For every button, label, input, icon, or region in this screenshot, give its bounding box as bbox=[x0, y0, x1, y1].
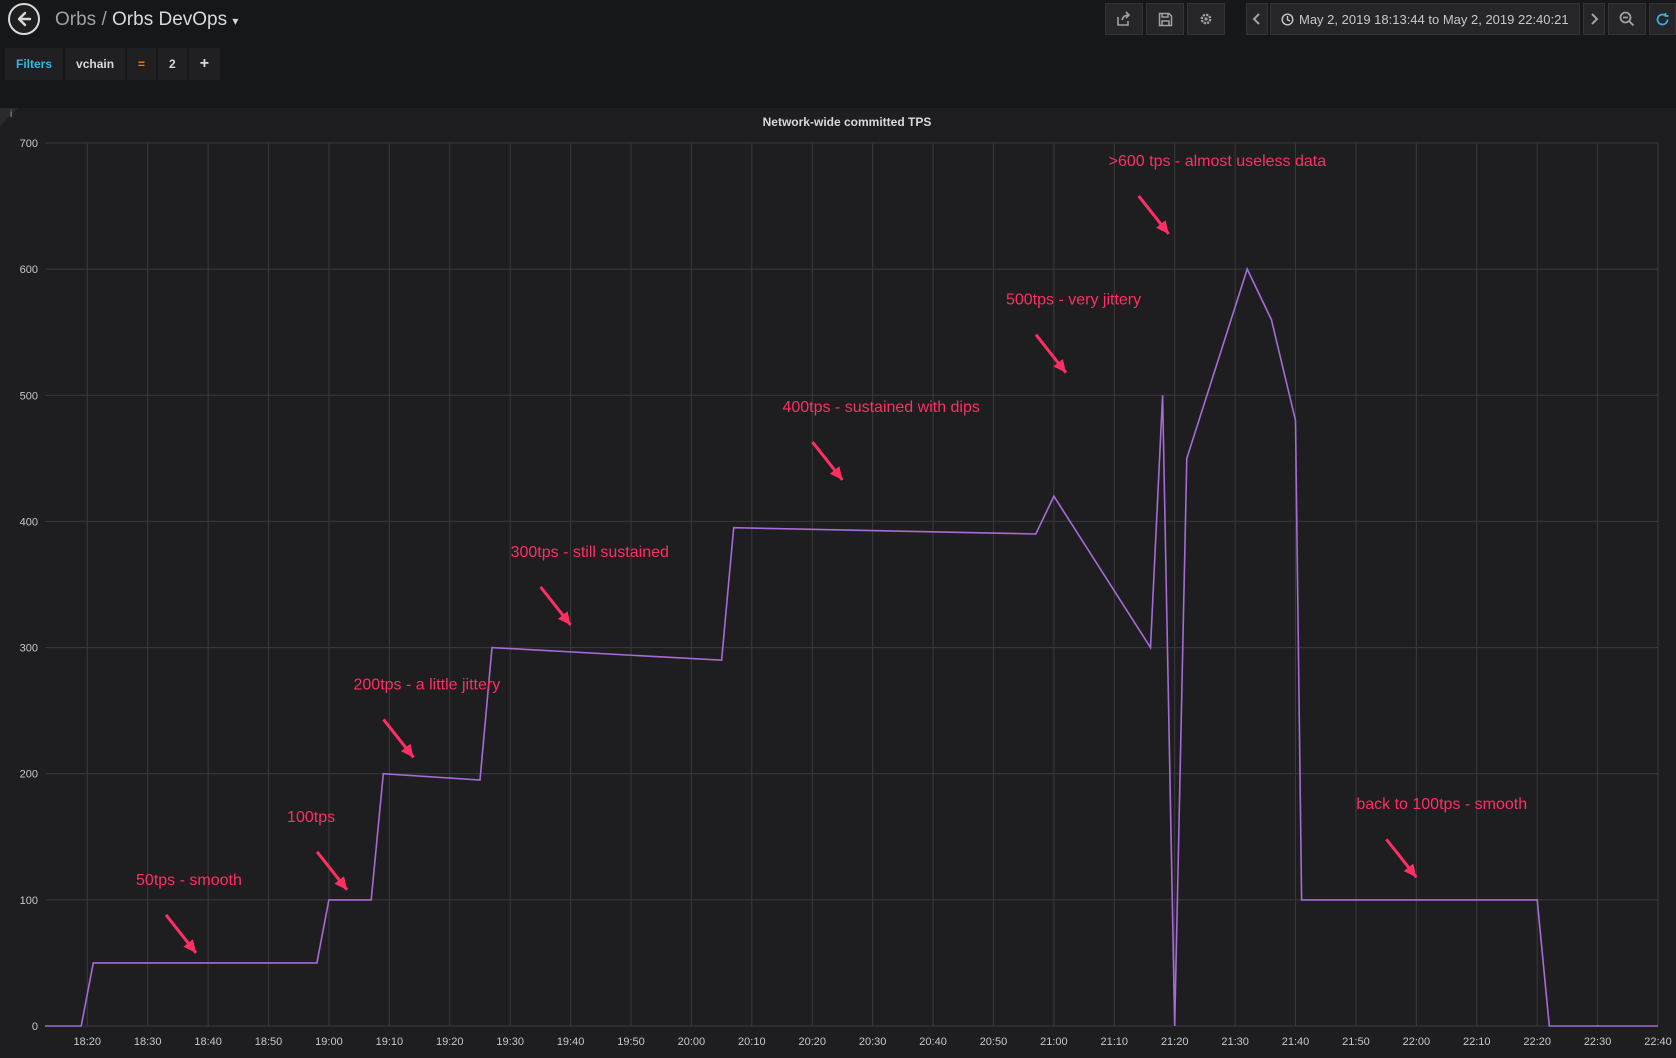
time-forward-button[interactable] bbox=[1583, 3, 1605, 35]
annotation-arrowhead bbox=[557, 611, 571, 625]
y-tick-label: 400 bbox=[20, 516, 38, 528]
gear-icon bbox=[1200, 13, 1212, 25]
x-tick-label: 21:50 bbox=[1342, 1036, 1370, 1048]
annotation-label: 300tps - still sustained bbox=[511, 544, 669, 561]
x-tick-label: 18:50 bbox=[255, 1036, 283, 1048]
annotations: 50tps - smooth 100tps 200tps - a little ji… bbox=[136, 153, 1527, 954]
annotation-arrowhead bbox=[1403, 863, 1417, 878]
clock-icon bbox=[1281, 12, 1294, 26]
x-tick-label: 19:30 bbox=[496, 1036, 524, 1048]
back-button[interactable] bbox=[8, 3, 40, 35]
annotation-label: back to 100tps - smooth bbox=[1356, 796, 1527, 813]
dashboard-title[interactable]: Orbs DevOps bbox=[112, 9, 228, 30]
y-tick-label: 500 bbox=[20, 390, 38, 402]
panel-title: Network-wide committed TPS bbox=[763, 115, 932, 129]
x-tick-label: 18:20 bbox=[74, 1036, 102, 1048]
x-tick-label: 20:20 bbox=[798, 1036, 826, 1048]
annotation-label: >600 tps - almost useless data bbox=[1109, 153, 1327, 170]
x-tick-label: 20:50 bbox=[980, 1036, 1008, 1048]
tps-chart[interactable]: Network-wide committed TPS 0 100 200 300 400… bbox=[0, 108, 1676, 1058]
x-tick-label: 22:40 bbox=[1644, 1036, 1672, 1048]
series-line bbox=[45, 266, 1658, 1027]
x-tick-label: 19:50 bbox=[617, 1036, 645, 1048]
annotation-arrowhead bbox=[400, 743, 414, 758]
filter-value[interactable]: 2 bbox=[158, 48, 187, 80]
add-filter-button[interactable]: + bbox=[188, 48, 221, 80]
settings-button[interactable] bbox=[1187, 3, 1225, 35]
back-arrow-icon bbox=[17, 11, 32, 27]
x-tick-label: 22:00 bbox=[1403, 1036, 1431, 1048]
panel-info-corner[interactable] bbox=[0, 108, 18, 126]
y-tick-label: 700 bbox=[20, 138, 38, 150]
x-tick-label: 21:20 bbox=[1161, 1036, 1189, 1048]
share-button[interactable] bbox=[1105, 3, 1143, 35]
breadcrumb-parent[interactable]: Orbs bbox=[55, 9, 97, 30]
x-tick-label: 19:10 bbox=[376, 1036, 404, 1048]
x-tick-label: 21:30 bbox=[1221, 1036, 1249, 1048]
x-tick-label: 18:30 bbox=[134, 1036, 162, 1048]
x-axis: 18:20 18:30 18:40 18:50 19:00 19:10 19:20 19:30… bbox=[74, 1036, 1672, 1048]
annotation-label: 100tps bbox=[287, 809, 335, 826]
y-tick-label: 300 bbox=[20, 643, 38, 655]
annotation-arrowhead bbox=[829, 466, 843, 480]
refresh-button[interactable] bbox=[1649, 3, 1676, 35]
x-tick-label: 22:10 bbox=[1463, 1036, 1491, 1048]
time-range-picker[interactable]: May 2, 2019 18:13:44 to May 2, 2019 22:4… bbox=[1270, 3, 1580, 35]
x-tick-label: 21:40 bbox=[1282, 1036, 1310, 1048]
x-tick-label: 22:30 bbox=[1584, 1036, 1612, 1048]
y-tick-label: 0 bbox=[32, 1021, 38, 1033]
x-tick-label: 20:30 bbox=[859, 1036, 887, 1048]
dashboard-caret-icon[interactable]: ▾ bbox=[232, 14, 239, 28]
annotation-arrowhead bbox=[1156, 220, 1169, 234]
save-icon bbox=[1158, 12, 1172, 26]
plus-icon: + bbox=[199, 55, 210, 72]
filters-label: Filters bbox=[5, 48, 64, 80]
top-navbar: Orbs / Orbs DevOps ▾ May 2, 2019 18:13:4… bbox=[0, 0, 1676, 40]
y-axis: 0 100 200 300 400 500 600 700 bbox=[20, 138, 38, 1033]
x-tick-label: 18:40 bbox=[194, 1036, 222, 1048]
x-tick-label: 21:10 bbox=[1101, 1036, 1129, 1048]
x-tick-label: 19:00 bbox=[315, 1036, 343, 1048]
annotation-label: 400tps - sustained with dips bbox=[782, 399, 979, 416]
breadcrumb: Orbs / Orbs DevOps ▾ bbox=[55, 9, 238, 31]
annotation-label: 500tps - very jittery bbox=[1006, 292, 1141, 309]
x-tick-label: 21:00 bbox=[1040, 1036, 1068, 1048]
chart-grid bbox=[45, 142, 1659, 1027]
refresh-icon bbox=[1656, 12, 1669, 25]
save-button[interactable] bbox=[1146, 3, 1184, 35]
chart-series bbox=[45, 266, 1658, 1027]
chevron-left-icon bbox=[1252, 13, 1260, 25]
y-tick-label: 200 bbox=[20, 769, 38, 781]
y-tick-label: 600 bbox=[20, 264, 38, 276]
x-tick-label: 19:20 bbox=[436, 1036, 464, 1048]
share-icon bbox=[1117, 11, 1131, 26]
time-range-label: May 2, 2019 18:13:44 to May 2, 2019 22:4… bbox=[1299, 11, 1569, 27]
x-tick-label: 22:20 bbox=[1523, 1036, 1551, 1048]
annotation-arrowhead bbox=[1053, 359, 1066, 373]
filters-bar: Filters vchain = 2 + bbox=[5, 48, 221, 80]
filter-operator[interactable]: = bbox=[127, 48, 157, 80]
x-tick-label: 20:40 bbox=[919, 1036, 947, 1048]
time-back-button[interactable] bbox=[1246, 3, 1268, 35]
info-icon: i bbox=[10, 109, 13, 120]
zoom-out-button[interactable] bbox=[1608, 3, 1646, 35]
annotation-label: 200tps - a little jittery bbox=[354, 676, 501, 693]
chevron-right-icon bbox=[1591, 13, 1599, 25]
y-tick-label: 100 bbox=[20, 895, 38, 907]
breadcrumb-separator: / bbox=[101, 9, 107, 30]
annotation-arrowhead bbox=[334, 876, 348, 890]
x-tick-label: 20:10 bbox=[738, 1036, 766, 1048]
zoom-out-icon bbox=[1619, 11, 1635, 27]
x-tick-label: 20:00 bbox=[678, 1036, 706, 1048]
x-tick-label: 19:40 bbox=[557, 1036, 585, 1048]
filter-key[interactable]: vchain bbox=[65, 48, 126, 80]
annotation-arrowhead bbox=[183, 939, 197, 953]
annotation-label: 50tps - smooth bbox=[136, 872, 242, 889]
